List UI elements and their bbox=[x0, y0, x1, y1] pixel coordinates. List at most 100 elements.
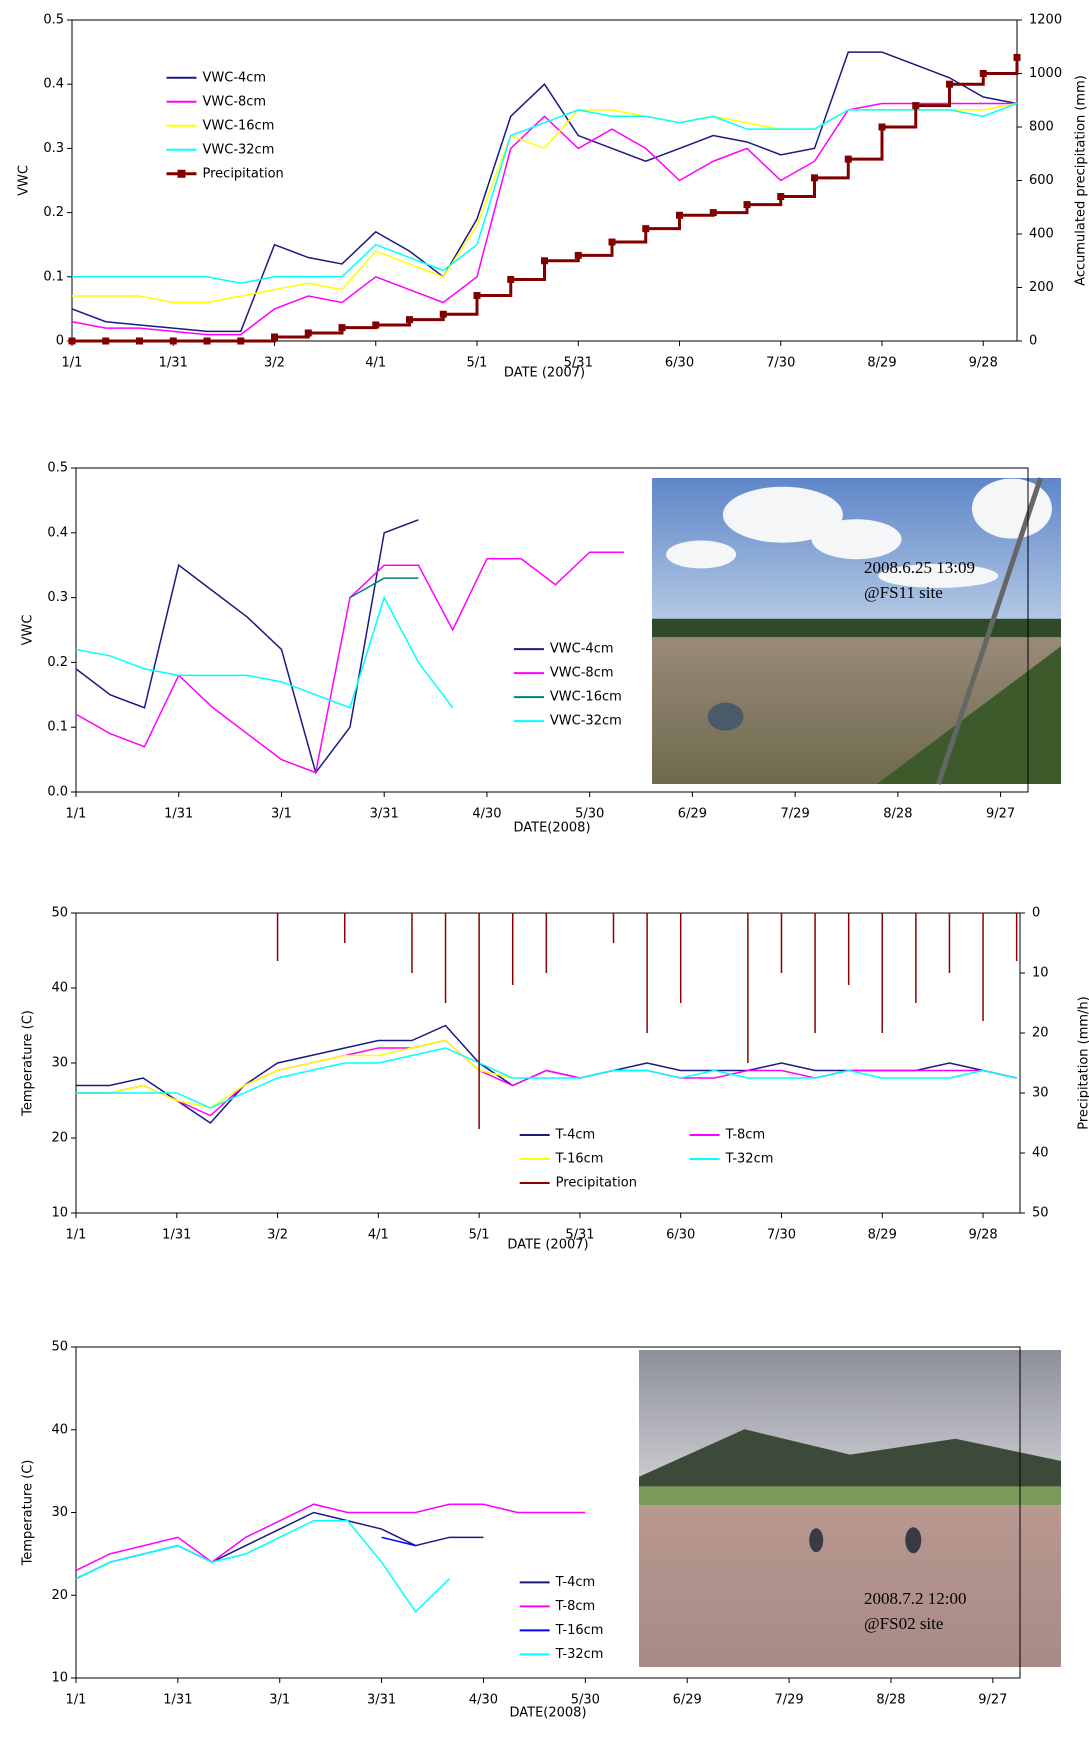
y2-tick-label: 200 bbox=[1029, 280, 1054, 295]
x-tick-label: 3/31 bbox=[367, 1693, 396, 1708]
x-tick-label: 8/29 bbox=[868, 1228, 897, 1243]
legend-label: Precipitation bbox=[203, 166, 284, 181]
photo-cloud bbox=[722, 486, 843, 543]
x-tick-label: 8/28 bbox=[883, 807, 912, 822]
legend-marker bbox=[177, 169, 186, 178]
legend-label: T-4cm bbox=[555, 1575, 596, 1590]
x-tick-label: 3/2 bbox=[264, 356, 285, 371]
photo bbox=[639, 1350, 1061, 1667]
series-marker bbox=[709, 209, 717, 217]
plot-frame bbox=[75, 467, 1029, 793]
legend-label: VWC-16cm bbox=[203, 118, 275, 133]
legend-label: VWC-4cm bbox=[203, 70, 267, 85]
x-tick-label: 1/31 bbox=[162, 1228, 191, 1243]
series-marker bbox=[642, 225, 650, 233]
legend-label: T-8cm bbox=[555, 1599, 596, 1614]
photo-pole bbox=[935, 477, 1043, 785]
y2-axis-label: Accumulated precipitation (mm) bbox=[1074, 75, 1089, 286]
x-tick-label: 5/31 bbox=[565, 1228, 594, 1243]
series-marker bbox=[912, 102, 920, 110]
x-tick-label: 3/2 bbox=[267, 1228, 288, 1243]
y-tick-label: 10 bbox=[51, 1206, 68, 1221]
series-line bbox=[75, 1520, 451, 1613]
y-tick-label: 40 bbox=[51, 981, 68, 996]
legend-label: Precipitation bbox=[556, 1176, 637, 1191]
y-tick-label: 0.5 bbox=[43, 13, 64, 28]
series-line bbox=[76, 1039, 1017, 1117]
series-marker bbox=[507, 275, 515, 283]
y-tick-label: 0.3 bbox=[43, 141, 64, 156]
x-tick-label: 3/1 bbox=[271, 807, 292, 822]
photo-person bbox=[707, 702, 744, 731]
legend-label: VWC-8cm bbox=[203, 94, 267, 109]
y2-tick-label: 10 bbox=[1032, 966, 1049, 981]
x-tick-label: 5/30 bbox=[571, 1693, 600, 1708]
series-marker bbox=[271, 333, 278, 341]
y2-tick-label: 0 bbox=[1029, 334, 1037, 349]
photo-caption: @FS11 site bbox=[864, 583, 943, 602]
series-marker bbox=[1013, 53, 1021, 61]
y2-tick-label: 0 bbox=[1032, 906, 1040, 921]
legend-label: T-4cm bbox=[555, 1128, 596, 1143]
x-tick-label: 1/1 bbox=[66, 807, 87, 822]
legend-label: VWC-32cm bbox=[550, 714, 622, 729]
series-line bbox=[75, 595, 454, 709]
series-line bbox=[71, 51, 1018, 333]
y-axis-label: Temperature (C) bbox=[21, 1010, 36, 1117]
series-marker bbox=[608, 238, 616, 246]
legend-label: T-32cm bbox=[555, 1647, 604, 1662]
y-tick-label: 0.5 bbox=[47, 461, 68, 476]
series-marker bbox=[136, 337, 143, 345]
y2-tick-label: 1000 bbox=[1029, 66, 1062, 81]
photo bbox=[652, 477, 1061, 785]
series-marker bbox=[676, 211, 683, 219]
x-tick-label: 9/28 bbox=[968, 1228, 997, 1243]
series-marker bbox=[169, 337, 177, 345]
series-line bbox=[75, 519, 419, 775]
y-tick-label: 0.3 bbox=[47, 590, 68, 605]
x-tick-label: 8/29 bbox=[867, 356, 896, 371]
legend-label: VWC-8cm bbox=[550, 666, 614, 681]
series-marker bbox=[979, 70, 987, 77]
series-line bbox=[75, 1503, 586, 1572]
series-marker bbox=[406, 316, 413, 324]
y-tick-label: 0.1 bbox=[47, 720, 68, 735]
x-axis-label: DATE (2007) bbox=[504, 366, 585, 381]
x-tick-label: 5/30 bbox=[575, 807, 604, 822]
series-line bbox=[349, 577, 419, 599]
x-tick-label: 3/31 bbox=[370, 807, 399, 822]
series-marker bbox=[102, 337, 110, 345]
series-marker bbox=[338, 324, 346, 332]
photo-hills bbox=[639, 1429, 1061, 1493]
photo-person bbox=[905, 1527, 922, 1554]
x-tick-label: 1/31 bbox=[159, 356, 188, 371]
x-tick-label: 6/29 bbox=[678, 807, 707, 822]
x-tick-label: 4/1 bbox=[365, 356, 386, 371]
x-tick-label: 5/31 bbox=[564, 356, 593, 371]
x-tick-label: 1/31 bbox=[164, 807, 193, 822]
y-tick-label: 40 bbox=[51, 1422, 68, 1437]
legend-label: VWC-16cm bbox=[550, 690, 622, 705]
x-tick-label: 4/30 bbox=[472, 807, 501, 822]
series-marker bbox=[237, 337, 245, 345]
y-tick-label: 0 bbox=[56, 334, 64, 349]
x-tick-label: 4/30 bbox=[469, 1693, 498, 1708]
photo-grass bbox=[876, 646, 1061, 784]
x-tick-label: 9/27 bbox=[978, 1693, 1007, 1708]
series-marker bbox=[777, 193, 785, 201]
y-tick-label: 50 bbox=[51, 1340, 68, 1355]
y2-tick-label: 400 bbox=[1029, 227, 1054, 242]
series-line bbox=[72, 102, 1018, 284]
photo-cloud bbox=[878, 563, 999, 588]
y2-tick-label: 40 bbox=[1032, 1146, 1049, 1161]
series-line bbox=[76, 1039, 513, 1109]
photo-paddy bbox=[639, 1486, 1061, 1506]
x-tick-label: 5/1 bbox=[469, 1228, 490, 1243]
photo-caption: @FS02 site bbox=[864, 1614, 943, 1633]
x-tick-label: 9/28 bbox=[969, 356, 998, 371]
y-tick-label: 30 bbox=[51, 1056, 68, 1071]
x-tick-label: 7/29 bbox=[774, 1693, 803, 1708]
x-axis-label: DATE(2008) bbox=[513, 821, 590, 836]
y-tick-label: 0.2 bbox=[47, 655, 68, 670]
